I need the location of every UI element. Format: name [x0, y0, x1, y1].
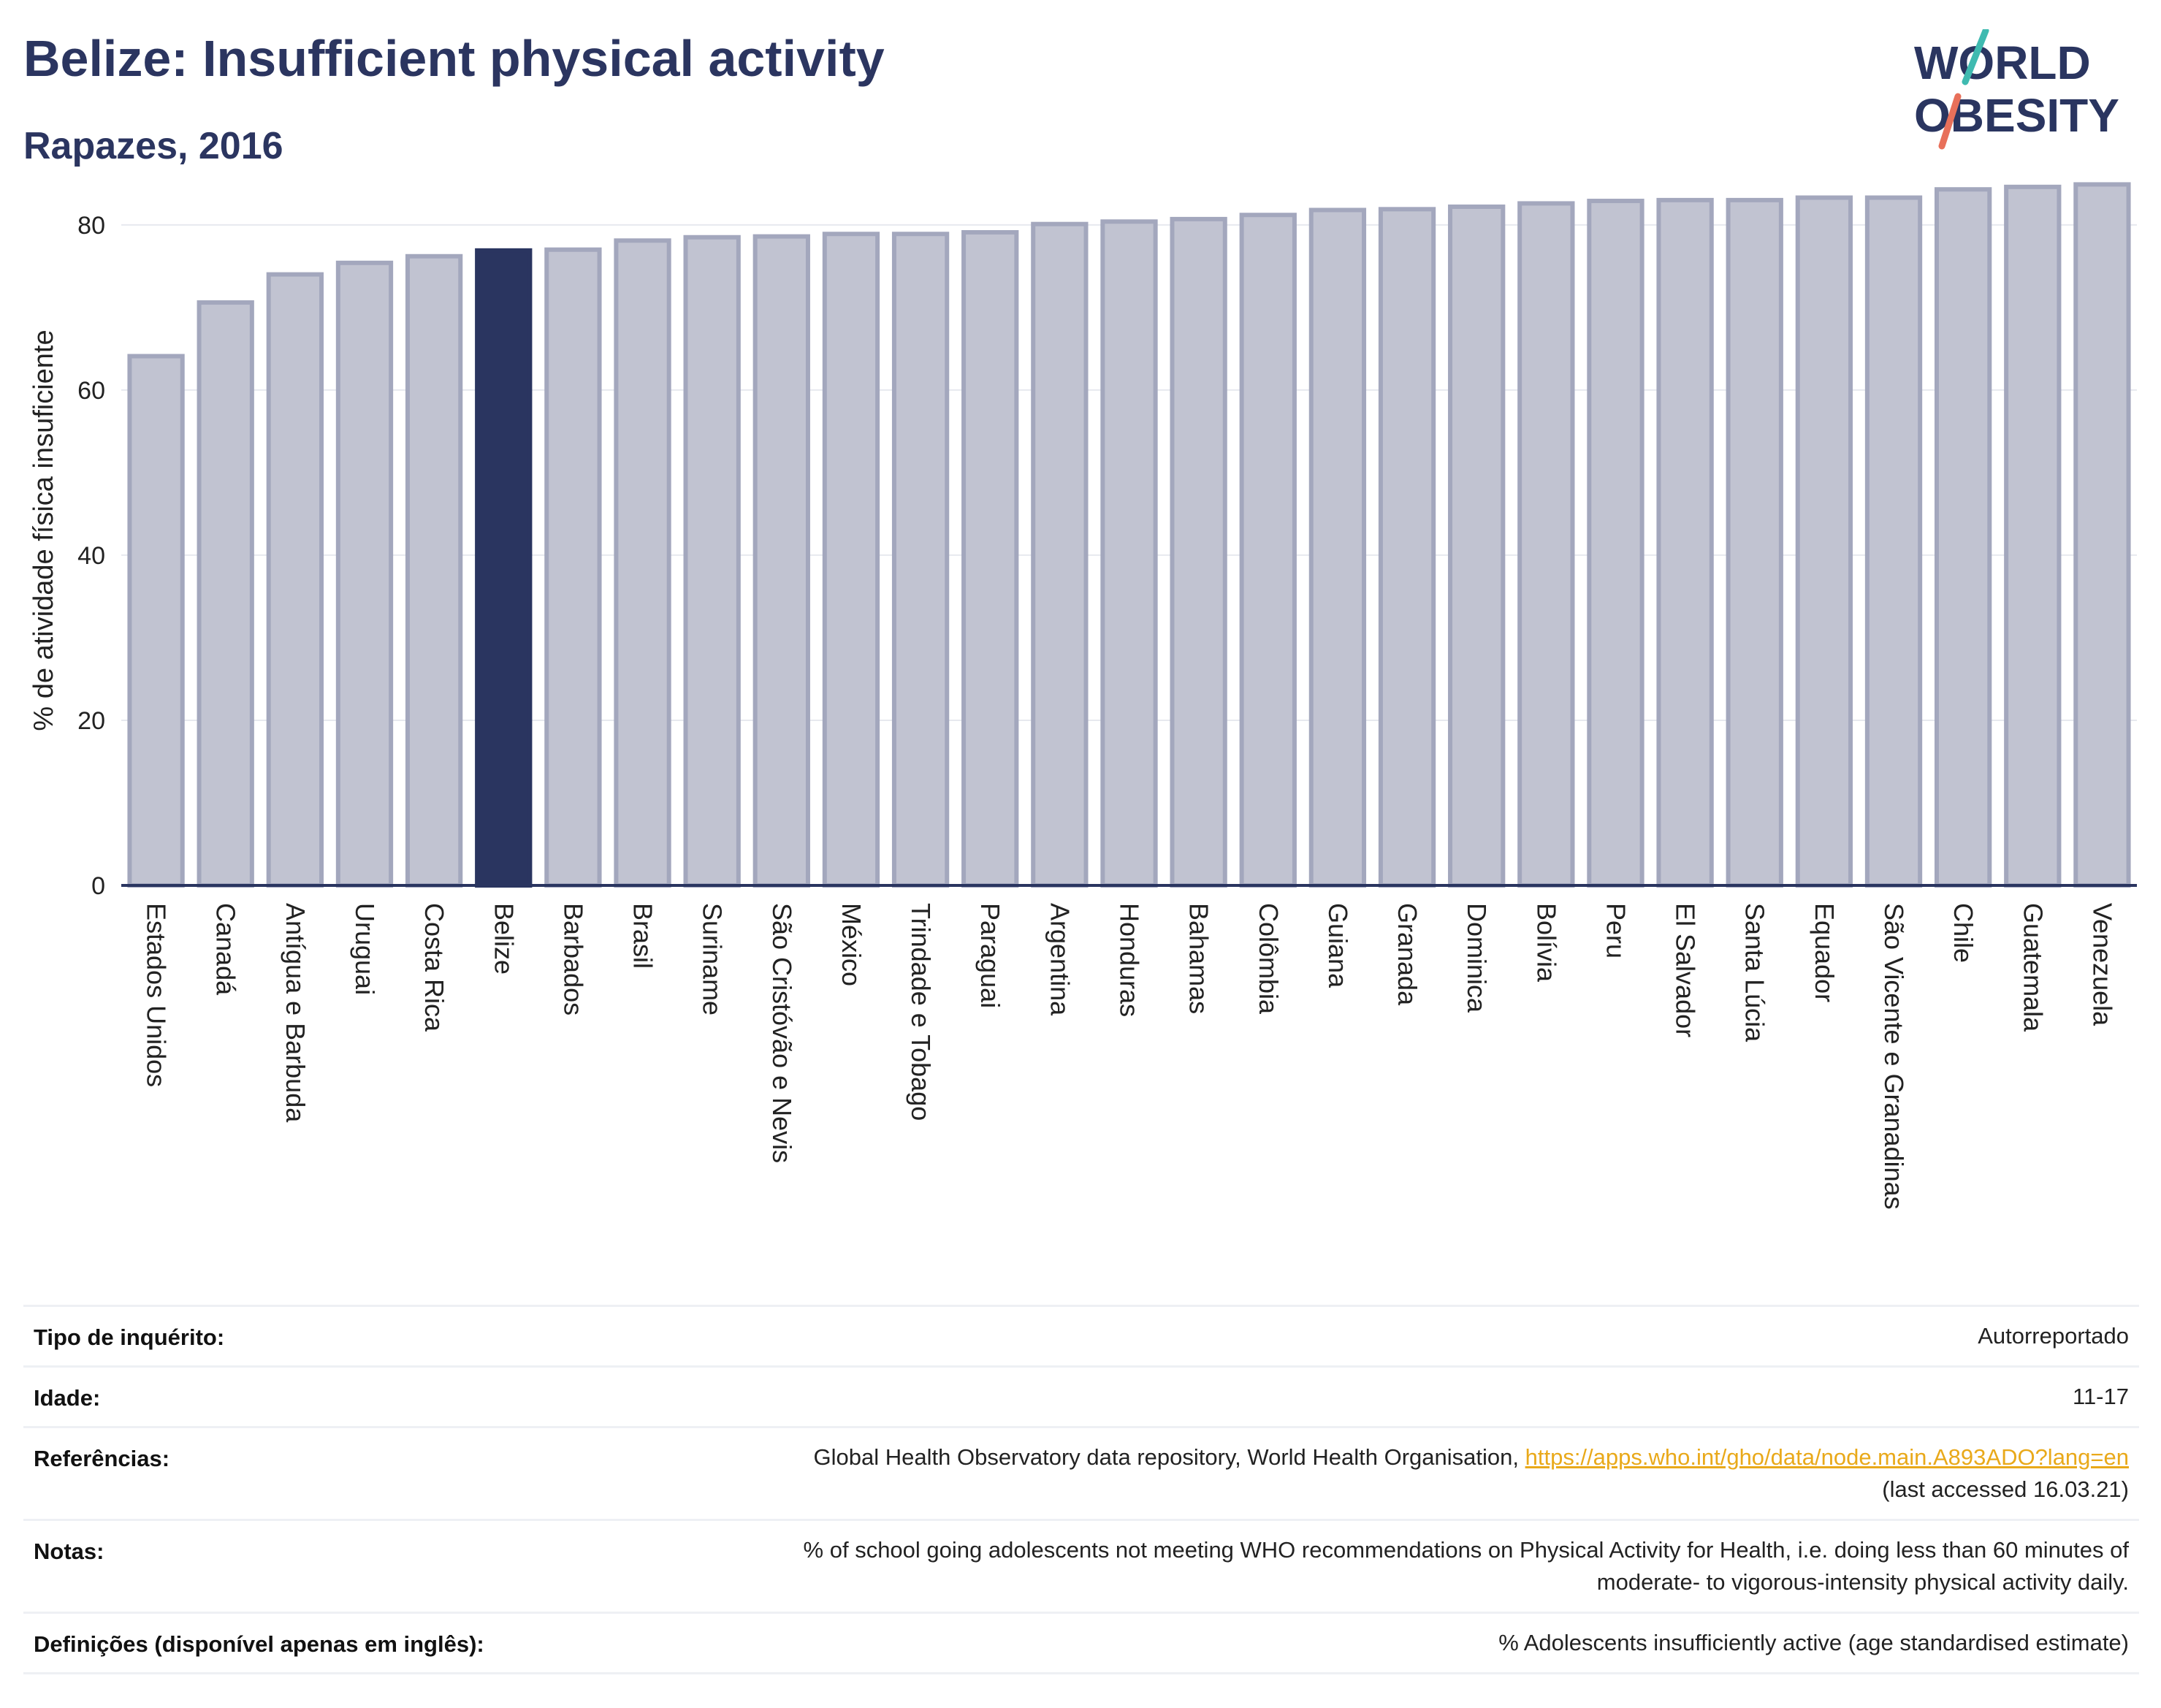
- x-tick-label: Argentina: [1045, 903, 1075, 1016]
- bars: [127, 182, 2131, 888]
- reference-text: Global Health Observatory data repositor…: [813, 1444, 1525, 1470]
- x-tick-label: Bolívia: [1531, 903, 1561, 983]
- bar: [1031, 221, 1089, 888]
- x-tick-label: El Salvador: [1671, 903, 1701, 1037]
- chart-title: Belize: Insufficient physical activity: [23, 30, 885, 87]
- notes-line-2: moderate- to vigorous-intensity physical…: [1596, 1569, 2129, 1595]
- x-tick-label: Paraguai: [975, 903, 1005, 1008]
- x-tick-label: Belize: [489, 903, 519, 975]
- x-tick-label: Guatemala: [2018, 903, 2048, 1032]
- bar: [197, 300, 254, 888]
- metadata-table: Tipo de inquérito: Autorreportado Idade:…: [23, 1305, 2139, 1674]
- bar: [1864, 195, 1923, 888]
- meta-label: Definições (disponível apenas em inglês)…: [34, 1631, 484, 1657]
- y-tick-label: 40: [77, 542, 105, 570]
- meta-value: Global Health Observatory data repositor…: [814, 1441, 2129, 1506]
- bar-chart: 0 20 40 60 80 Estados Unidos Canadá Antígua e …: [28, 182, 2137, 1210]
- bar: [1170, 216, 1227, 888]
- y-tick-label: 60: [77, 377, 105, 405]
- x-tick-label: Venezuela: [2087, 903, 2117, 1026]
- bar: [266, 272, 324, 888]
- bar: [1239, 213, 1297, 888]
- bar: [1308, 207, 1367, 888]
- meta-value: % of school going adolescents not meetin…: [804, 1534, 2129, 1598]
- x-tick-label: Granada: [1392, 903, 1422, 1006]
- bar: [1726, 197, 1783, 888]
- x-tick-label: Peru: [1601, 903, 1631, 958]
- x-tick-label: Chile: [1948, 903, 1978, 963]
- y-axis-title: % de atividade física insuficiente: [28, 329, 59, 731]
- y-tick-label: 20: [77, 707, 105, 735]
- bar: [752, 234, 810, 888]
- x-tick-label: Santa Lúcia: [1740, 903, 1770, 1042]
- y-tick-label: 80: [77, 212, 105, 240]
- bar: [2073, 182, 2131, 888]
- x-tick-label: Colômbia: [1254, 903, 1284, 1015]
- bar: [614, 238, 671, 888]
- bar: [1656, 197, 1714, 888]
- meta-label: Idade:: [34, 1385, 101, 1411]
- logo-slash-top: [1962, 27, 1989, 85]
- meta-label: Tipo de inquérito:: [34, 1324, 225, 1350]
- x-tick-label: Barbados: [558, 903, 588, 1015]
- x-tick-label: Antígua e Barbuda: [281, 903, 310, 1123]
- meta-value: 11-17: [2073, 1384, 2129, 1409]
- x-tick-label: Suriname: [698, 903, 728, 1015]
- x-tick-label: Uruguai: [350, 903, 380, 995]
- meta-row-age: Idade: 11-17: [23, 1365, 2139, 1426]
- x-tick-label: Trindade e Tobago: [906, 903, 936, 1121]
- reference-link[interactable]: https://apps.who.int/gho/data/node.main.…: [1525, 1444, 2129, 1470]
- x-tick-label: Estados Unidos: [142, 903, 172, 1087]
- meta-row-references: Referências: Global Health Observatory d…: [23, 1426, 2139, 1519]
- bar: [1448, 204, 1506, 888]
- bar: [335, 260, 394, 888]
- y-tick-label: 0: [91, 872, 105, 900]
- x-tick-label: Canadá: [211, 903, 241, 996]
- bar: [405, 253, 463, 888]
- x-tick-label: México: [836, 903, 866, 986]
- bar: [822, 232, 880, 888]
- x-tick-label: Bahamas: [1184, 903, 1214, 1014]
- x-tick-label: Dominica: [1462, 903, 1492, 1013]
- x-tick-label: Honduras: [1115, 903, 1145, 1017]
- bar: [1517, 201, 1575, 888]
- x-tick-label: Guiana: [1323, 903, 1353, 988]
- bar: [1795, 195, 1853, 888]
- bar: [683, 235, 741, 888]
- meta-value: Autorreportado: [1978, 1323, 2129, 1349]
- bar: [544, 247, 602, 888]
- bar: [1100, 219, 1158, 888]
- x-axis-labels: Estados Unidos Canadá Antígua e Barbuda Uru…: [142, 903, 2118, 1210]
- x-tick-label: Brasil: [628, 903, 658, 969]
- x-tick-label: Equador: [1810, 903, 1840, 1002]
- bar: [1587, 199, 1644, 888]
- bar: [961, 229, 1019, 888]
- meta-value: % Adolescents insufficiently active (age…: [1498, 1630, 2129, 1655]
- x-tick-label: São Cristóvão e Nevis: [767, 903, 797, 1163]
- x-tick-label: Costa Rica: [419, 903, 449, 1032]
- logo-word-world: WORLD: [1914, 37, 2091, 89]
- reference-access-note: (last accessed 16.03.21): [1882, 1476, 2129, 1502]
- bar: [2004, 184, 2062, 888]
- bar: [127, 354, 185, 888]
- x-tick-label: São Vicente e Granadinas: [1879, 903, 1909, 1210]
- meta-row-notes: Notas: % of school going adolescents not…: [23, 1519, 2139, 1612]
- bar: [1935, 187, 1992, 888]
- meta-label: Referências:: [34, 1446, 170, 1471]
- bar: [475, 248, 533, 888]
- chart-subtitle: Rapazes, 2016: [23, 125, 283, 167]
- logo-slash-bottom: [1938, 93, 1962, 150]
- meta-row-definitions: Definições (disponível apenas em inglês)…: [23, 1612, 2139, 1674]
- world-obesity-logo: WORLD OBESITY: [1899, 27, 2148, 153]
- notes-line-1: % of school going adolescents not meetin…: [803, 1537, 2129, 1563]
- meta-row-survey-type: Tipo de inquérito: Autorreportado: [23, 1305, 2139, 1365]
- y-axis-ticks: 0 20 40 60 80: [77, 212, 105, 900]
- bar: [891, 232, 950, 888]
- meta-label: Notas:: [34, 1539, 104, 1564]
- bar: [1378, 207, 1436, 888]
